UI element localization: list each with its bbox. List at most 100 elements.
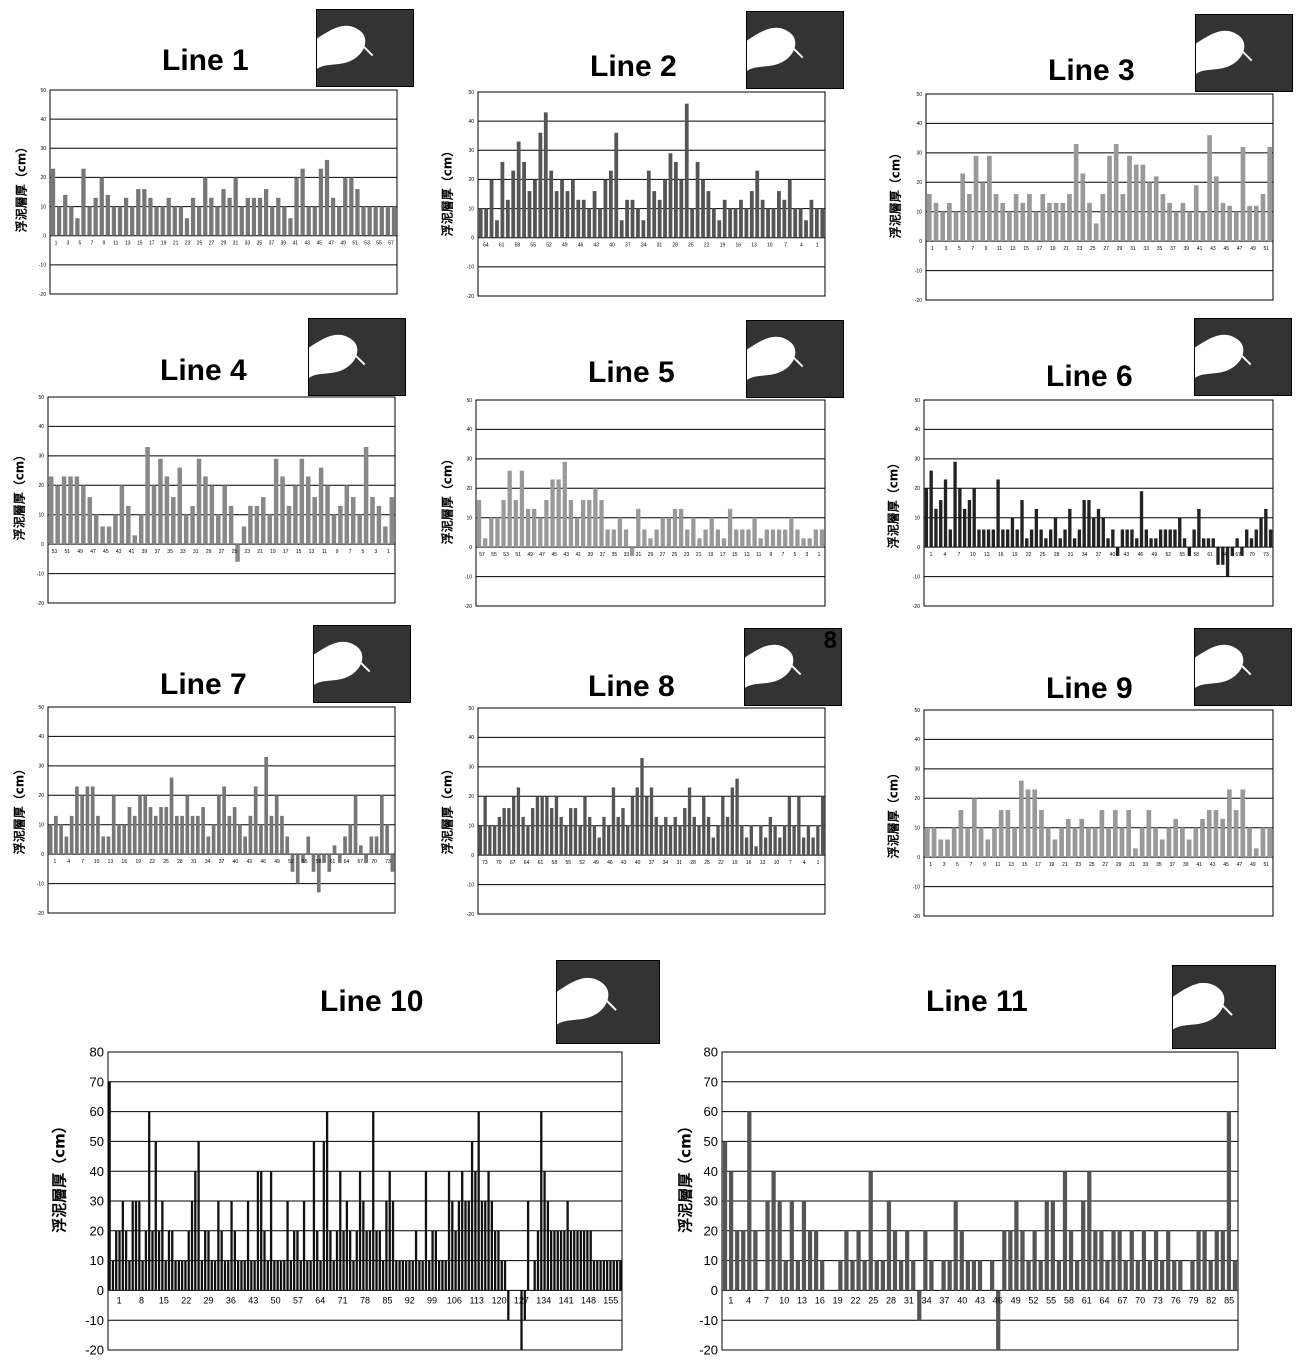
bar xyxy=(239,206,244,236)
x-tick-label: 64 xyxy=(315,1295,325,1305)
bar xyxy=(280,815,284,855)
bar xyxy=(279,1260,283,1291)
bar xyxy=(559,816,563,856)
y-tick-label: 60 xyxy=(90,1104,104,1119)
x-tick-label: 17 xyxy=(1037,246,1043,252)
y-tick-label: 30 xyxy=(40,146,46,152)
plot-area xyxy=(47,706,396,914)
bar xyxy=(1221,547,1225,565)
map-shape xyxy=(557,961,659,1043)
bar xyxy=(273,458,279,545)
bar xyxy=(977,529,981,548)
bar xyxy=(117,206,123,236)
bar xyxy=(501,500,506,548)
x-tick-label: 41 xyxy=(129,549,135,555)
bar xyxy=(777,1201,782,1291)
bar xyxy=(535,796,540,856)
bar xyxy=(421,1260,424,1291)
bar xyxy=(478,825,483,856)
location-map-thumbnail xyxy=(746,11,844,89)
bar xyxy=(1115,547,1120,556)
bar xyxy=(728,1171,734,1291)
bar xyxy=(924,488,929,548)
bar xyxy=(309,1260,312,1291)
bar xyxy=(316,1230,319,1291)
bar xyxy=(722,199,727,238)
x-tick-label: 13 xyxy=(1008,862,1014,868)
bar xyxy=(801,837,806,856)
bar xyxy=(113,514,118,545)
bar xyxy=(588,816,592,856)
x-tick-label: 22 xyxy=(850,1295,860,1305)
bar xyxy=(190,1201,194,1291)
bar xyxy=(299,458,305,545)
bar xyxy=(106,836,111,855)
bar xyxy=(264,757,269,855)
bar xyxy=(503,1260,507,1291)
x-tick-label: 15 xyxy=(1023,246,1029,252)
bar xyxy=(747,1111,752,1291)
bar xyxy=(408,1260,411,1291)
y-tick-label: 40 xyxy=(468,119,474,125)
plot-area xyxy=(475,399,826,607)
x-tick-label: 25 xyxy=(1040,552,1046,558)
bar xyxy=(1146,810,1152,858)
x-tick-label: 1 xyxy=(55,241,58,247)
x-tick-label: 21 xyxy=(173,241,179,247)
bar xyxy=(1133,164,1139,242)
x-tick-label: 4 xyxy=(67,859,70,865)
y-tick-label: 40 xyxy=(40,117,46,123)
x-tick-label: 23 xyxy=(185,241,191,247)
bar xyxy=(1027,194,1032,242)
y-tick-label: -20 xyxy=(465,604,472,610)
bar xyxy=(697,825,701,856)
x-tick-label: 49 xyxy=(274,859,280,865)
bar xyxy=(451,1201,454,1291)
y-tick-label: -10 xyxy=(37,571,44,577)
bar xyxy=(771,208,776,238)
x-tick-label: 31 xyxy=(657,243,663,249)
bar xyxy=(1049,529,1053,548)
bar xyxy=(813,1230,819,1291)
bar xyxy=(1166,827,1172,858)
location-map-thumbnail xyxy=(1194,318,1292,396)
bar xyxy=(332,1260,335,1291)
x-tick-label: 34 xyxy=(1082,552,1088,558)
bar xyxy=(962,508,967,548)
bar xyxy=(540,1111,543,1291)
bar xyxy=(454,1230,457,1291)
bar xyxy=(111,1260,115,1291)
bar xyxy=(636,508,641,548)
bar xyxy=(657,199,662,238)
bar xyxy=(967,500,972,548)
bar xyxy=(274,795,279,855)
bar xyxy=(235,544,240,562)
bar xyxy=(749,825,753,856)
bar xyxy=(1025,538,1029,548)
bar xyxy=(1113,144,1119,242)
bar xyxy=(807,538,812,548)
bar xyxy=(1187,211,1192,242)
bar xyxy=(789,1201,794,1291)
bar xyxy=(787,179,792,238)
bar xyxy=(285,836,290,855)
x-tick-label: 5 xyxy=(79,241,82,247)
x-tick-label: 49 xyxy=(593,860,599,866)
bar xyxy=(1233,211,1239,242)
y-tick-label: -10 xyxy=(37,881,44,887)
bar xyxy=(324,159,330,236)
x-tick-label: 39 xyxy=(1183,246,1189,252)
x-tick-label: 55 xyxy=(302,859,308,865)
bar xyxy=(337,206,342,236)
bar xyxy=(495,220,499,238)
x-tick-label: 51 xyxy=(1264,862,1270,868)
bar xyxy=(497,1230,500,1291)
x-tick-label: 19 xyxy=(270,549,276,555)
bar xyxy=(196,815,200,855)
x-tick-label: 41 xyxy=(1197,246,1203,252)
x-tick-label: 15 xyxy=(732,552,738,558)
x-tick-label: 57 xyxy=(388,241,394,247)
y-tick-label: -10 xyxy=(913,574,920,580)
bar xyxy=(811,837,815,856)
x-tick-label: 29 xyxy=(221,241,227,247)
